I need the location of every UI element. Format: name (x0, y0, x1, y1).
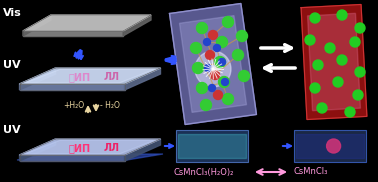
Polygon shape (123, 15, 151, 36)
Circle shape (310, 13, 320, 23)
Circle shape (355, 23, 365, 33)
Text: ヨИП: ヨИП (69, 72, 91, 82)
Circle shape (192, 62, 203, 74)
Circle shape (223, 17, 234, 27)
FancyBboxPatch shape (176, 130, 248, 162)
Text: UV: UV (3, 125, 21, 135)
Circle shape (200, 100, 212, 110)
Text: - H₂O: - H₂O (100, 102, 120, 110)
Circle shape (337, 10, 347, 20)
Polygon shape (170, 3, 256, 124)
Polygon shape (25, 69, 155, 83)
Circle shape (313, 60, 323, 70)
Circle shape (325, 43, 335, 53)
Text: ヨИП: ヨИП (69, 143, 91, 153)
Circle shape (239, 70, 249, 82)
Circle shape (337, 55, 347, 65)
Text: UV: UV (3, 60, 21, 70)
Text: +H₂O: +H₂O (63, 102, 84, 110)
Polygon shape (23, 15, 51, 36)
FancyBboxPatch shape (294, 130, 366, 162)
Circle shape (218, 58, 226, 66)
Circle shape (217, 37, 228, 48)
Polygon shape (20, 139, 56, 161)
Circle shape (310, 83, 320, 93)
Circle shape (223, 94, 234, 104)
Circle shape (214, 45, 220, 52)
Text: ЛЛ: ЛЛ (104, 143, 120, 153)
Circle shape (195, 51, 231, 87)
Polygon shape (180, 16, 246, 112)
Polygon shape (20, 84, 124, 90)
Polygon shape (20, 155, 124, 161)
Circle shape (237, 31, 248, 41)
Polygon shape (25, 140, 155, 154)
Circle shape (333, 77, 343, 87)
Circle shape (222, 78, 228, 86)
Polygon shape (20, 139, 161, 155)
Circle shape (209, 84, 215, 92)
Circle shape (197, 23, 208, 33)
Polygon shape (20, 68, 161, 84)
Polygon shape (23, 15, 151, 31)
Polygon shape (20, 68, 56, 90)
Polygon shape (124, 139, 161, 161)
Polygon shape (124, 68, 161, 90)
Circle shape (211, 70, 220, 80)
Circle shape (327, 139, 341, 153)
Circle shape (317, 103, 327, 113)
Circle shape (355, 67, 365, 77)
Circle shape (209, 31, 217, 39)
Text: CsMnCl₃(H₂O)₂: CsMnCl₃(H₂O)₂ (174, 167, 234, 177)
Circle shape (350, 37, 360, 47)
Circle shape (203, 39, 211, 46)
Circle shape (214, 90, 223, 100)
Circle shape (353, 90, 363, 100)
Text: CsMnCl₃: CsMnCl₃ (294, 167, 328, 177)
Circle shape (206, 50, 214, 60)
Circle shape (214, 56, 226, 68)
Polygon shape (301, 5, 367, 120)
Text: Vis: Vis (3, 8, 22, 18)
Polygon shape (308, 13, 361, 111)
Circle shape (197, 82, 208, 94)
Circle shape (232, 50, 243, 60)
Circle shape (218, 76, 229, 88)
Polygon shape (23, 31, 123, 36)
Circle shape (191, 43, 201, 54)
Circle shape (345, 107, 355, 117)
Text: ЛЛ: ЛЛ (104, 72, 120, 82)
Polygon shape (17, 154, 163, 160)
Circle shape (204, 64, 212, 72)
Circle shape (305, 35, 315, 45)
